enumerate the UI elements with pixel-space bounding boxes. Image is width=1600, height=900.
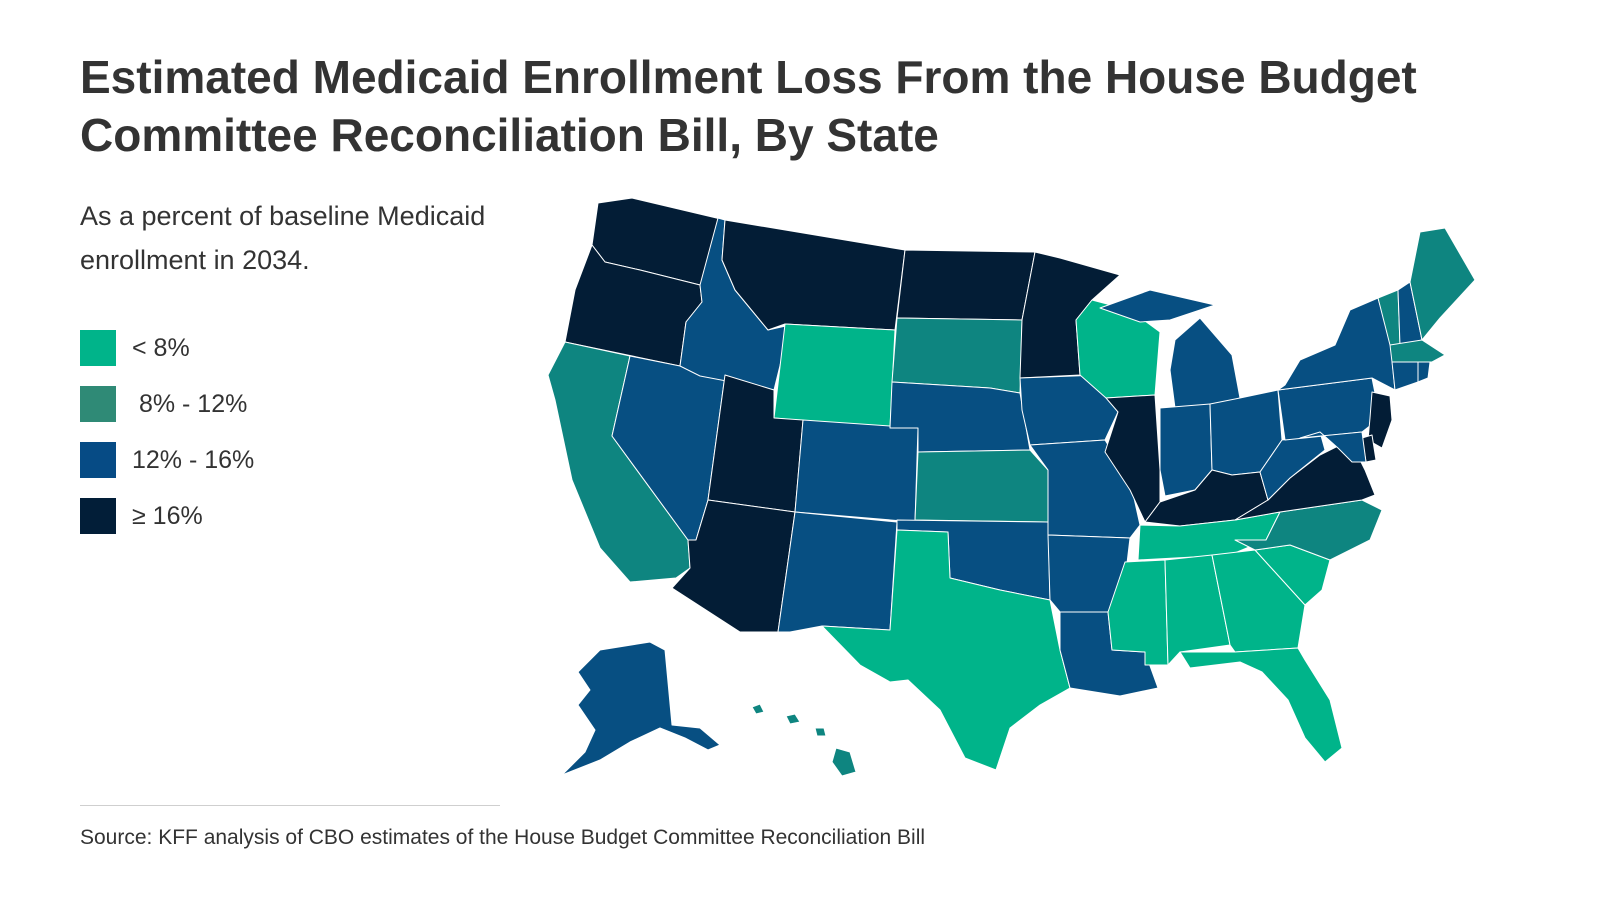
state-MD[interactable] — [1299, 431, 1367, 463]
legend-swatch-lt8 — [80, 330, 116, 366]
legend-item-ge16: ≥ 16% — [80, 498, 254, 534]
legend-swatch-8-12 — [80, 386, 116, 422]
state-NC[interactable] — [1234, 499, 1383, 561]
state-SD[interactable] — [891, 317, 1023, 394]
state-CT[interactable] — [1391, 361, 1419, 391]
state-AK[interactable] — [561, 641, 721, 776]
legend-label-lt8: < 8% — [132, 333, 190, 362]
state-AL[interactable] — [1164, 554, 1231, 666]
us-choropleth-map — [547, 197, 1476, 777]
state-TX[interactable] — [821, 529, 1071, 771]
state-FL[interactable] — [1179, 647, 1343, 763]
legend-label-12-16: 12% - 16% — [132, 445, 255, 474]
state-WY[interactable] — [773, 323, 896, 429]
state-ND[interactable] — [896, 249, 1036, 321]
state-CO[interactable] — [794, 419, 919, 523]
state-WI[interactable] — [1075, 299, 1161, 399]
state-NY[interactable] — [1277, 297, 1396, 391]
state-NJ[interactable] — [1367, 391, 1393, 449]
footer-divider — [80, 805, 500, 806]
legend: < 8% 8% - 12% 12% - 16% ≥ 16% — [80, 330, 254, 554]
source-note: Source: KFF analysis of CBO estimates of… — [80, 826, 926, 849]
state-RI[interactable] — [1417, 361, 1431, 383]
legend-item-lt8: < 8% — [80, 330, 254, 366]
legend-item-8-12: 8% - 12% — [80, 386, 254, 422]
state-KS[interactable] — [914, 449, 1049, 523]
state-MA[interactable] — [1389, 339, 1446, 363]
state-HI[interactable] — [751, 703, 857, 777]
legend-label-8-12: 8% - 12% — [132, 389, 248, 418]
chart-subtitle: As a percent of baseline Medicaid enroll… — [80, 201, 486, 275]
state-NM[interactable] — [777, 511, 898, 633]
legend-item-12-16: 12% - 16% — [80, 442, 254, 478]
legend-swatch-ge16 — [80, 498, 116, 534]
chart-title: Estimated Medicaid Enrollment Loss From … — [80, 51, 1417, 161]
legend-swatch-12-16 — [80, 442, 116, 478]
legend-label-ge16: ≥ 16% — [132, 501, 203, 530]
state-ME[interactable] — [1409, 227, 1476, 341]
